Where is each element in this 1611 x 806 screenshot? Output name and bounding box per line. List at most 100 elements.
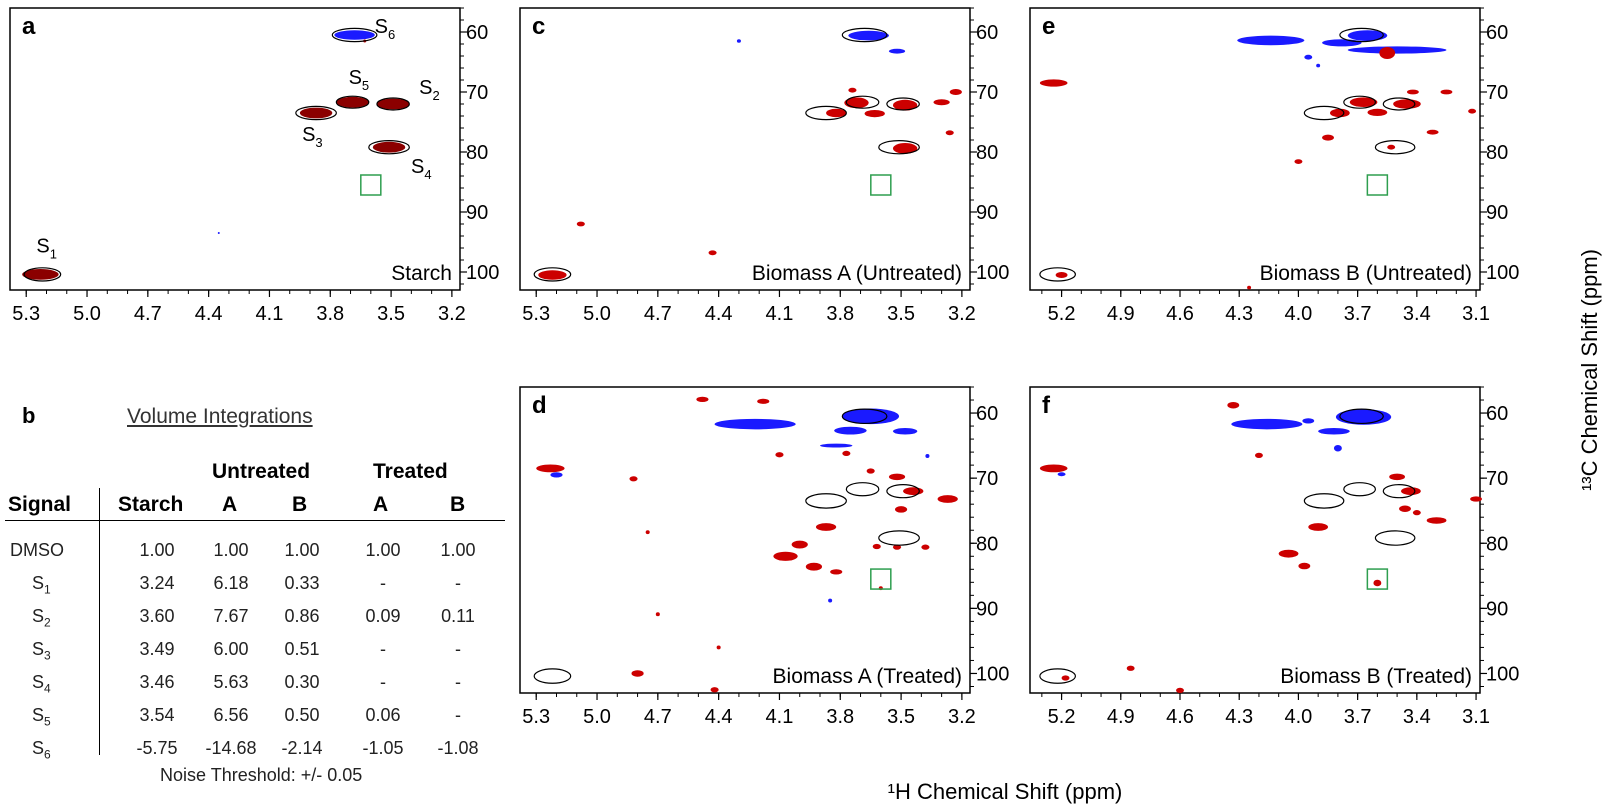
y-tick-label: 90	[1486, 598, 1508, 620]
reference-ellipse	[331, 27, 378, 43]
x-tick-label: 4.7	[644, 303, 672, 325]
positive-peak	[933, 99, 950, 106]
table-row-signal: S4	[32, 672, 51, 696]
positive-peak	[536, 464, 565, 473]
positive-peak	[655, 612, 660, 617]
positive-peak	[937, 495, 958, 503]
positive-peak	[815, 523, 837, 531]
y-tick-label: 70	[466, 82, 488, 104]
reference-ellipse	[1039, 267, 1076, 282]
reference-ellipse	[845, 95, 880, 109]
negative-peak	[550, 472, 563, 478]
group-untreated: Untreated	[212, 460, 311, 483]
x-tick-label: 4.3	[1225, 706, 1253, 728]
positive-peak	[1039, 79, 1068, 87]
table-cell: 6.18	[213, 573, 249, 593]
reference-ellipse	[533, 668, 572, 684]
table-cell: 3.24	[139, 573, 175, 593]
roi-box	[870, 174, 892, 196]
reference-ellipse	[1339, 27, 1384, 43]
table-cell: -14.68	[205, 738, 257, 758]
x-tick-label: 5.0	[73, 303, 101, 325]
negative-peak	[892, 428, 918, 435]
positive-peak	[1247, 285, 1252, 290]
panel-letter-d: d	[532, 392, 547, 419]
signal-label-subscript: 2	[432, 88, 439, 103]
table-cell: 6.00	[213, 639, 249, 659]
reference-ellipse	[805, 493, 847, 509]
x-tick-label: 3.4	[1403, 303, 1431, 325]
signal-label: S2	[419, 77, 440, 103]
table-cell: 5.63	[213, 672, 249, 692]
header-untreated-b: B	[292, 493, 308, 516]
positive-peak	[299, 107, 333, 119]
positive-peak	[1255, 452, 1263, 458]
positive-peak	[1061, 675, 1070, 681]
y-axis-label: ¹³C Chemical Shift (ppm)	[1577, 249, 1602, 491]
table-cell: -2.14	[281, 738, 323, 758]
x-tick-label: 3.8	[316, 303, 344, 325]
table-cell: 0.33	[284, 573, 320, 593]
x-tick-label: 4.4	[705, 706, 733, 728]
positive-peak	[1426, 129, 1439, 135]
table-cell: -	[380, 672, 386, 692]
positive-peak	[716, 645, 721, 650]
y-tick-label: 80	[976, 533, 998, 555]
x-tick-label: 3.1	[1462, 706, 1490, 728]
negative-peak	[925, 454, 930, 458]
y-tick-label: 80	[1486, 142, 1508, 164]
reference-ellipse	[1303, 105, 1345, 121]
positive-peak	[1426, 517, 1447, 524]
group-treated: Treated	[373, 460, 448, 483]
x-tick-label: 3.5	[887, 303, 915, 325]
x-tick-label: 3.5	[887, 706, 915, 728]
negative-peak	[334, 30, 375, 40]
y-tick-label: 100	[976, 663, 1009, 685]
positive-peak	[1393, 99, 1421, 109]
positive-peak	[895, 506, 908, 513]
panel-title: Biomass A (Treated)	[773, 665, 962, 688]
table-cell: 3.46	[139, 672, 175, 692]
positive-peak	[805, 562, 823, 571]
table-cell: -	[380, 639, 386, 659]
table-cell: -	[455, 705, 461, 725]
positive-peak	[1367, 108, 1388, 116]
y-tick-label: 60	[1486, 403, 1508, 425]
y-tick-label: 80	[976, 142, 998, 164]
panel-title: Biomass A (Untreated)	[752, 262, 962, 285]
positive-peak	[892, 143, 918, 154]
y-tick-label: 70	[976, 468, 998, 490]
y-tick-label: 90	[1486, 202, 1508, 224]
panel-letter-f: f	[1042, 392, 1051, 419]
table-divider-vertical	[99, 488, 100, 755]
positive-peak	[1379, 47, 1396, 59]
positive-peak	[645, 530, 650, 535]
positive-peak	[631, 670, 644, 677]
positive-peak	[22, 269, 59, 280]
header-untreated-a: A	[222, 493, 238, 516]
table-cell: 0.50	[284, 705, 320, 725]
table-divider-horizontal	[5, 520, 505, 521]
positive-peak	[710, 687, 719, 693]
positive-peak	[372, 141, 406, 153]
plot-frame	[519, 7, 971, 291]
x-tick-label: 5.0	[583, 303, 611, 325]
negative-peak	[1333, 444, 1342, 452]
positive-peak	[1294, 159, 1303, 165]
roi-box	[360, 174, 382, 196]
y-tick-label: 70	[1486, 82, 1508, 104]
x-tick-label: 5.3	[12, 303, 40, 325]
positive-peak	[1227, 401, 1240, 409]
x-tick-label: 4.1	[256, 303, 284, 325]
x-tick-label: 5.3	[522, 706, 550, 728]
plot-frame	[1029, 386, 1481, 694]
positive-peak	[1278, 549, 1299, 558]
negative-peak	[1302, 418, 1315, 424]
table-row-signal: S3	[32, 639, 51, 663]
table-cell: -	[455, 639, 461, 659]
x-tick-label: 3.4	[1403, 706, 1431, 728]
table-cell: 1.00	[139, 540, 175, 560]
plot-frame	[1029, 7, 1481, 291]
reference-ellipse	[845, 482, 880, 497]
y-tick-label: 60	[466, 22, 488, 44]
